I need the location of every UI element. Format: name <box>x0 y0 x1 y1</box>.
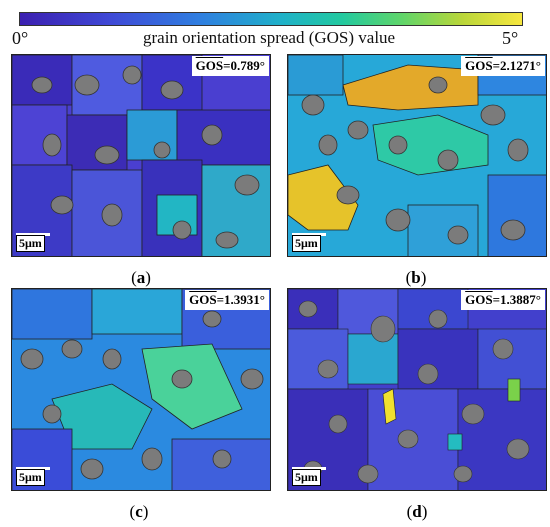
mean-gos-label-d: GOS=1.3887° <box>461 290 545 310</box>
ebsd-map-panel-d: GOS=1.3887° 5μm <box>287 288 547 491</box>
caption-close: ) <box>145 268 151 287</box>
gos-map-a <box>12 55 270 256</box>
caption-close: ) <box>142 502 149 521</box>
scale-bar <box>16 233 50 236</box>
caption-close: ) <box>421 502 428 521</box>
caption-open: ( <box>129 502 136 521</box>
mean-gos-label-c: GOS=1.3931° <box>185 290 269 310</box>
caption-letter: b <box>411 268 421 287</box>
gos-symbol: GOS <box>189 292 217 307</box>
caption-c: (c) <box>119 502 159 522</box>
scale-label-b: 5μm <box>292 235 321 252</box>
colorbar-max-label: 5° <box>502 28 519 48</box>
mean-gos-label-b: GOS=2.1271° <box>461 56 545 76</box>
gos-symbol: GOS <box>465 58 493 73</box>
gos-value: =2.1271° <box>492 58 541 73</box>
gos-value: =1.3887° <box>492 292 541 307</box>
caption-close: ) <box>420 268 427 287</box>
gos-map-b <box>288 55 546 256</box>
ebsd-map-panel-b: GOS=2.1271° 5μm <box>287 54 547 257</box>
ebsd-map-panel-a: GOS=0.789° 5μm <box>11 54 271 257</box>
scale-label-d: 5μm <box>292 469 321 486</box>
caption-letter: d <box>412 502 422 521</box>
scale-bar <box>292 233 326 236</box>
gos-symbol: GOS <box>195 58 224 73</box>
scale-bar <box>292 467 326 470</box>
caption-open: ( <box>406 502 413 521</box>
scale-label-a: 5μm <box>16 235 45 252</box>
gos-map-d <box>288 289 546 490</box>
colorbar-title: grain orientation spread (GOS) value <box>143 28 396 47</box>
caption-d: (d) <box>397 502 437 522</box>
caption-letter: c <box>135 502 143 521</box>
colorbar-min-label: 0° <box>12 28 29 48</box>
caption-a: (a) <box>121 268 161 288</box>
caption-open: ( <box>405 268 412 287</box>
gos-value: =1.3931° <box>216 292 265 307</box>
gos-value: =0.789° <box>223 58 265 73</box>
gos-colorbar <box>19 12 523 26</box>
scale-label-c: 5μm <box>16 469 45 486</box>
gos-symbol: GOS <box>465 292 493 307</box>
mean-gos-label-a: GOS=0.789° <box>191 56 269 76</box>
caption-b: (b) <box>396 268 436 288</box>
caption-open: ( <box>131 268 137 287</box>
caption-letter: a <box>136 268 146 287</box>
gos-map-c <box>12 289 270 490</box>
scale-bar <box>16 467 50 470</box>
ebsd-map-panel-c: GOS=1.3931° 5μm <box>11 288 271 491</box>
